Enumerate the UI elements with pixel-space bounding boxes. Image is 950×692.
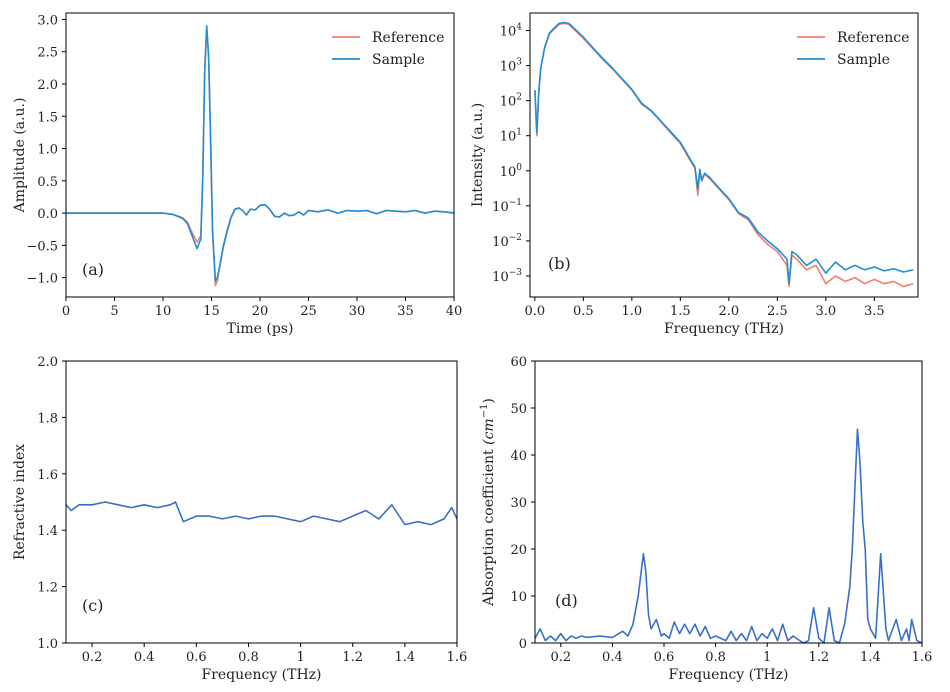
series-line-sample xyxy=(534,21,914,285)
y-tick-label: 100 xyxy=(500,163,523,180)
x-tick-label: 0.0 xyxy=(525,304,546,319)
x-tick-label: 2.0 xyxy=(719,304,740,319)
x-tick-label: 3.5 xyxy=(864,304,885,319)
y-tick-label: 1.5 xyxy=(37,110,58,125)
y-tick-label: 2.0 xyxy=(37,355,58,370)
y-tick-label: 10 xyxy=(510,590,527,605)
y-axis-label: Intensity (a.u.) xyxy=(470,103,486,207)
x-tick-label: 0.4 xyxy=(602,650,623,665)
y-tick-label: 103 xyxy=(500,58,523,75)
y-tick-label: 101 xyxy=(500,128,522,145)
y-tick-label: 60 xyxy=(510,355,527,370)
legend-label: Reference xyxy=(372,30,444,46)
legend-label: Sample xyxy=(372,52,425,68)
y-tick-label: 2.0 xyxy=(37,78,58,93)
y-tick-label: 10−2 xyxy=(492,233,522,250)
legend-label: Sample xyxy=(837,52,890,68)
panel-label: (c) xyxy=(82,596,103,615)
legend-label: Reference xyxy=(837,30,909,46)
x-axis-label: Frequency (THz) xyxy=(664,321,784,337)
y-tick-label: 1.8 xyxy=(37,411,58,426)
y-tick-label: 0.5 xyxy=(37,175,58,190)
x-tick-label: 10 xyxy=(155,304,172,319)
x-tick-label: 2.5 xyxy=(767,304,788,319)
x-tick-label: 1.2 xyxy=(342,650,363,665)
x-tick-label: 1 xyxy=(763,650,771,665)
series-line-sample xyxy=(66,25,455,282)
x-tick-label: 0.2 xyxy=(550,650,571,665)
y-axis-label: Absorption coefficient (cm−1) xyxy=(479,398,497,607)
y-tick-label: −1.0 xyxy=(26,272,58,287)
panel-b: 0.0 0.5 1.0 1.5 2.0 2.5 3.0 3.5 10−3 10−2 10−1 100 1… xyxy=(470,12,919,337)
y-tick-label: 20 xyxy=(510,543,527,558)
panel-c: 0.2 0.4 0.6 0.8 1 1.2 1.4 1.6 1.0 1.2 1.4 1.6 1.8 2.0… xyxy=(12,355,467,683)
x-tick-label: 1.6 xyxy=(447,650,468,665)
x-tick-label: 0.6 xyxy=(654,650,675,665)
y-tick-label: 0.0 xyxy=(37,207,58,222)
x-tick-label: 3.0 xyxy=(816,304,837,319)
x-tick-label: 0.2 xyxy=(82,650,103,665)
panel-label: (b) xyxy=(548,254,571,273)
x-tick-label: 25 xyxy=(300,304,317,319)
panel-d: 0.2 0.4 0.6 0.8 1 1.2 1.4 1.6 0 10 20 30 40 50 60 Frequ… xyxy=(479,355,932,683)
y-axis-label: Refractive index xyxy=(12,444,28,560)
plot-frame xyxy=(65,360,458,644)
y-tick-label: 1.4 xyxy=(37,524,58,539)
plot-frame xyxy=(534,360,923,644)
y-tick-label: 40 xyxy=(510,449,527,464)
y-tick-label: 3.0 xyxy=(37,13,58,28)
x-tick-label: 0.4 xyxy=(134,650,155,665)
plot-frame xyxy=(529,12,919,298)
y-tick-label: 0 xyxy=(519,637,527,652)
x-axis-label: Time (ps) xyxy=(227,321,294,337)
x-tick-label: 0.8 xyxy=(705,650,726,665)
panel-label: (a) xyxy=(82,260,104,279)
x-tick-label: 1.0 xyxy=(622,304,643,319)
y-tick-label: 30 xyxy=(510,496,527,511)
x-axis-label: Frequency (THz) xyxy=(201,667,321,683)
x-tick-label: 1 xyxy=(296,650,304,665)
x-tick-label: 30 xyxy=(349,304,366,319)
x-tick-label: 1.2 xyxy=(808,650,829,665)
panel-label: (d) xyxy=(555,591,578,610)
x-tick-label: 0.8 xyxy=(238,650,259,665)
y-tick-label: 10−3 xyxy=(492,268,522,285)
x-tick-label: 0.6 xyxy=(186,650,207,665)
y-tick-label: 104 xyxy=(500,23,523,40)
y-tick-label: 1.2 xyxy=(37,581,58,596)
y-tick-label: 2.5 xyxy=(37,46,58,61)
x-tick-label: 1.5 xyxy=(670,304,691,319)
series-line-data xyxy=(65,501,458,526)
y-axis-label: Amplitude (a.u.) xyxy=(12,98,28,214)
x-tick-label: 40 xyxy=(446,304,463,319)
y-tick-label: 102 xyxy=(500,93,522,110)
y-tick-label: 1.0 xyxy=(37,143,58,158)
x-tick-label: 5 xyxy=(110,304,118,319)
x-tick-label: 20 xyxy=(252,304,269,319)
y-tick-label: −0.5 xyxy=(26,239,58,254)
x-tick-label: 1.4 xyxy=(395,650,416,665)
x-tick-label: 15 xyxy=(203,304,220,319)
y-tick-label: 50 xyxy=(510,402,527,417)
x-axis-label: Frequency (THz) xyxy=(668,667,788,683)
series-line-data xyxy=(534,428,923,644)
y-tick-label: 10−1 xyxy=(492,198,522,215)
panel-a: 0 5 10 15 20 25 30 35 40 −1.0 −0.5 0.0 0.5 1.0 1.5 2.0 2… xyxy=(12,12,463,337)
x-tick-label: 1.4 xyxy=(860,650,881,665)
x-tick-label: 0 xyxy=(62,304,70,319)
y-tick-label: 1.6 xyxy=(37,468,58,483)
y-tick-label: 1.0 xyxy=(37,637,58,652)
x-tick-label: 0.5 xyxy=(573,304,594,319)
x-tick-label: 35 xyxy=(397,304,414,319)
x-tick-label: 1.6 xyxy=(912,650,933,665)
